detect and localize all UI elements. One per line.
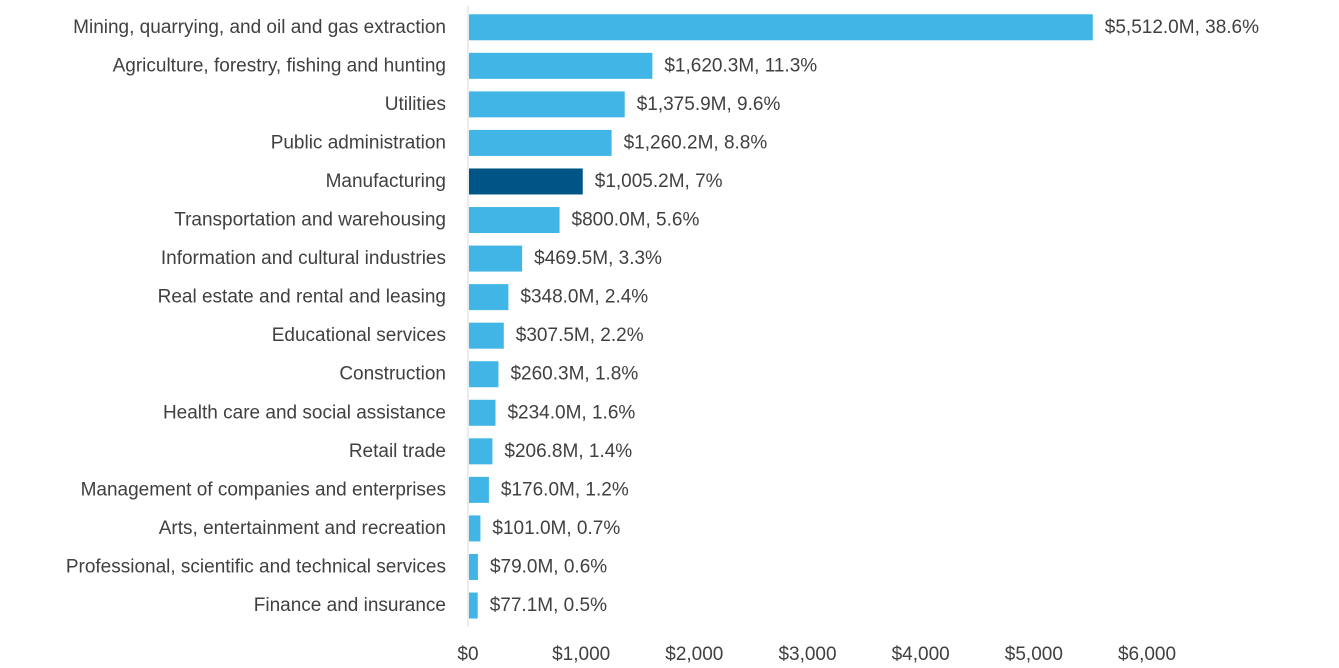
bar [469,515,481,542]
data-label: $101.0M, 0.7% [492,518,620,539]
data-label: $1,620.3M, 11.3% [664,55,817,76]
bar [469,322,504,349]
bar [469,438,493,465]
category-label: Construction [339,364,446,385]
x-tick-label: $6,000 [1118,644,1176,665]
data-label: $348.0M, 2.4% [520,287,648,308]
category-label: Retail trade [349,441,446,462]
bar [469,52,653,79]
bar [469,245,523,272]
data-label: $206.8M, 1.4% [504,441,632,462]
category-label: Professional, scientific and technical s… [66,556,446,577]
data-label: $1,375.9M, 9.6% [637,94,781,115]
category-label: Real estate and rental and leasing [158,287,446,308]
category-label: Utilities [385,94,446,115]
data-label: $1,260.2M, 8.8% [624,132,768,153]
x-tick-label: $4,000 [892,644,950,665]
bar [469,284,509,311]
category-label: Agriculture, forestry, fishing and hunti… [113,55,446,76]
x-tick-label: $0 [457,644,478,665]
category-label: Health care and social assistance [163,402,446,423]
data-label: $469.5M, 3.3% [534,248,662,269]
bar [469,207,560,234]
x-tick-label: $2,000 [665,644,723,665]
category-label: Transportation and warehousing [174,210,446,231]
bar [469,91,625,118]
category-label: Information and cultural industries [161,248,446,269]
category-label: Public administration [271,132,446,153]
data-label: $5,512.0M, 38.6% [1105,17,1259,38]
category-label: Finance and insurance [254,595,446,616]
data-label: $1,005.2M, 7% [595,171,723,192]
bar [469,129,612,156]
bar-highlighted [469,168,583,195]
category-label: Educational services [272,325,446,346]
bar [469,476,489,503]
data-label: $79.0M, 0.6% [490,556,607,577]
category-label: Arts, entertainment and recreation [159,518,446,539]
category-label: Management of companies and enterprises [81,479,446,500]
category-label: Manufacturing [326,171,446,192]
data-label: $260.3M, 1.8% [510,364,638,385]
bar [469,399,496,426]
data-label: $800.0M, 5.6% [572,210,700,231]
category-label: Mining, quarrying, and oil and gas extra… [73,17,446,38]
data-label: $307.5M, 2.2% [516,325,644,346]
data-label: $176.0M, 1.2% [501,479,629,500]
x-tick-label: $5,000 [1005,644,1063,665]
bar [469,553,478,580]
data-label: $234.0M, 1.6% [507,402,635,423]
x-tick-label: $3,000 [778,644,836,665]
x-tick-label: $1,000 [552,644,610,665]
data-label: $77.1M, 0.5% [490,595,607,616]
bar [469,361,499,388]
bar [469,14,1093,41]
bar [469,592,478,619]
